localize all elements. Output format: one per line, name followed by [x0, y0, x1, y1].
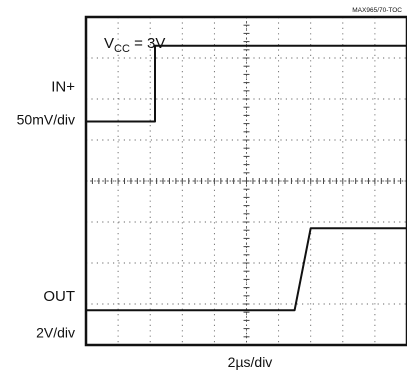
graticule [85, 16, 407, 346]
trace-out [85, 227, 407, 312]
supply-voltage-label: VCC = 3V [104, 35, 165, 55]
channel-label-out: OUT [43, 288, 75, 305]
plot-frame [84, 15, 407, 347]
channel-scale-out: 2V/div [36, 325, 75, 341]
channel-label-in: IN+ [51, 79, 75, 96]
trace-in [85, 44, 407, 123]
x-scale-label: 2µs/div [228, 354, 273, 370]
source-code: MAX965/70-TOC [352, 7, 402, 14]
channel-labels: IN+ 50mV/div OUT 2V/div [17, 79, 76, 341]
channel-scale-in: 50mV/div [17, 112, 75, 128]
traces [85, 44, 407, 312]
